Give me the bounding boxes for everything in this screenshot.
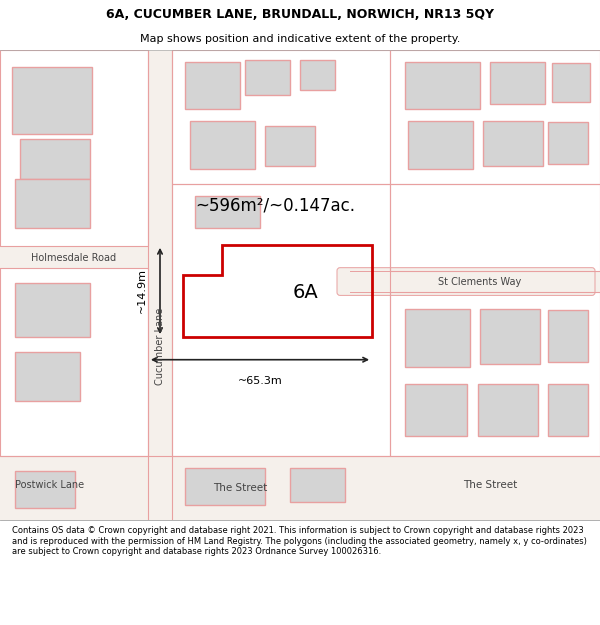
Bar — [195, 196, 260, 228]
Text: Cucumber Lane: Cucumber Lane — [155, 308, 165, 386]
Bar — [15, 471, 75, 508]
Bar — [265, 126, 315, 166]
Bar — [480, 309, 540, 364]
Text: Postwick Lane: Postwick Lane — [16, 481, 85, 491]
Bar — [15, 179, 90, 228]
Text: Holmesdale Road: Holmesdale Road — [31, 253, 116, 262]
Bar — [300, 60, 335, 89]
Bar — [478, 384, 538, 436]
Bar — [15, 352, 80, 401]
Bar — [405, 62, 480, 109]
Bar — [483, 121, 543, 166]
Bar — [490, 62, 545, 104]
Text: 6A: 6A — [292, 283, 318, 302]
Bar — [408, 121, 473, 169]
Text: The Street: The Street — [213, 483, 267, 493]
Bar — [0, 246, 148, 268]
Bar — [350, 271, 600, 292]
Polygon shape — [148, 50, 172, 520]
Text: ~14.9m: ~14.9m — [137, 268, 147, 313]
Bar — [548, 122, 588, 164]
Text: Map shows position and indicative extent of the property.: Map shows position and indicative extent… — [140, 34, 460, 44]
Bar — [15, 282, 90, 337]
Text: Contains OS data © Crown copyright and database right 2021. This information is : Contains OS data © Crown copyright and d… — [12, 526, 587, 556]
Text: ~65.3m: ~65.3m — [238, 376, 283, 386]
Bar — [405, 384, 467, 436]
Bar — [12, 67, 92, 134]
Text: The Street: The Street — [463, 481, 517, 491]
Text: St Clements Way: St Clements Way — [439, 276, 521, 286]
Bar — [20, 139, 90, 179]
Bar — [185, 468, 265, 505]
FancyBboxPatch shape — [337, 268, 595, 296]
Bar — [548, 310, 588, 362]
Bar — [190, 121, 255, 169]
Bar — [548, 384, 588, 436]
Text: 6A, CUCUMBER LANE, BRUNDALL, NORWICH, NR13 5QY: 6A, CUCUMBER LANE, BRUNDALL, NORWICH, NR… — [106, 8, 494, 21]
Bar — [290, 468, 345, 502]
Bar — [552, 63, 590, 102]
Text: ~596m²/~0.147ac.: ~596m²/~0.147ac. — [195, 196, 355, 214]
Bar — [185, 62, 240, 109]
Bar — [245, 60, 290, 94]
Bar — [405, 309, 470, 367]
Bar — [0, 456, 600, 520]
